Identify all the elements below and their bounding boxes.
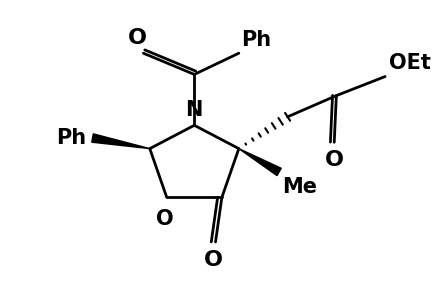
Text: Ph: Ph xyxy=(56,128,86,148)
Text: O: O xyxy=(127,28,147,48)
Text: O: O xyxy=(204,250,223,270)
Text: N: N xyxy=(186,100,203,120)
Polygon shape xyxy=(239,149,281,176)
Text: O: O xyxy=(325,150,344,170)
Text: Me: Me xyxy=(283,177,318,197)
Polygon shape xyxy=(92,134,150,149)
Text: OEt: OEt xyxy=(389,53,431,73)
Text: Ph: Ph xyxy=(241,30,271,50)
Text: O: O xyxy=(156,209,173,229)
